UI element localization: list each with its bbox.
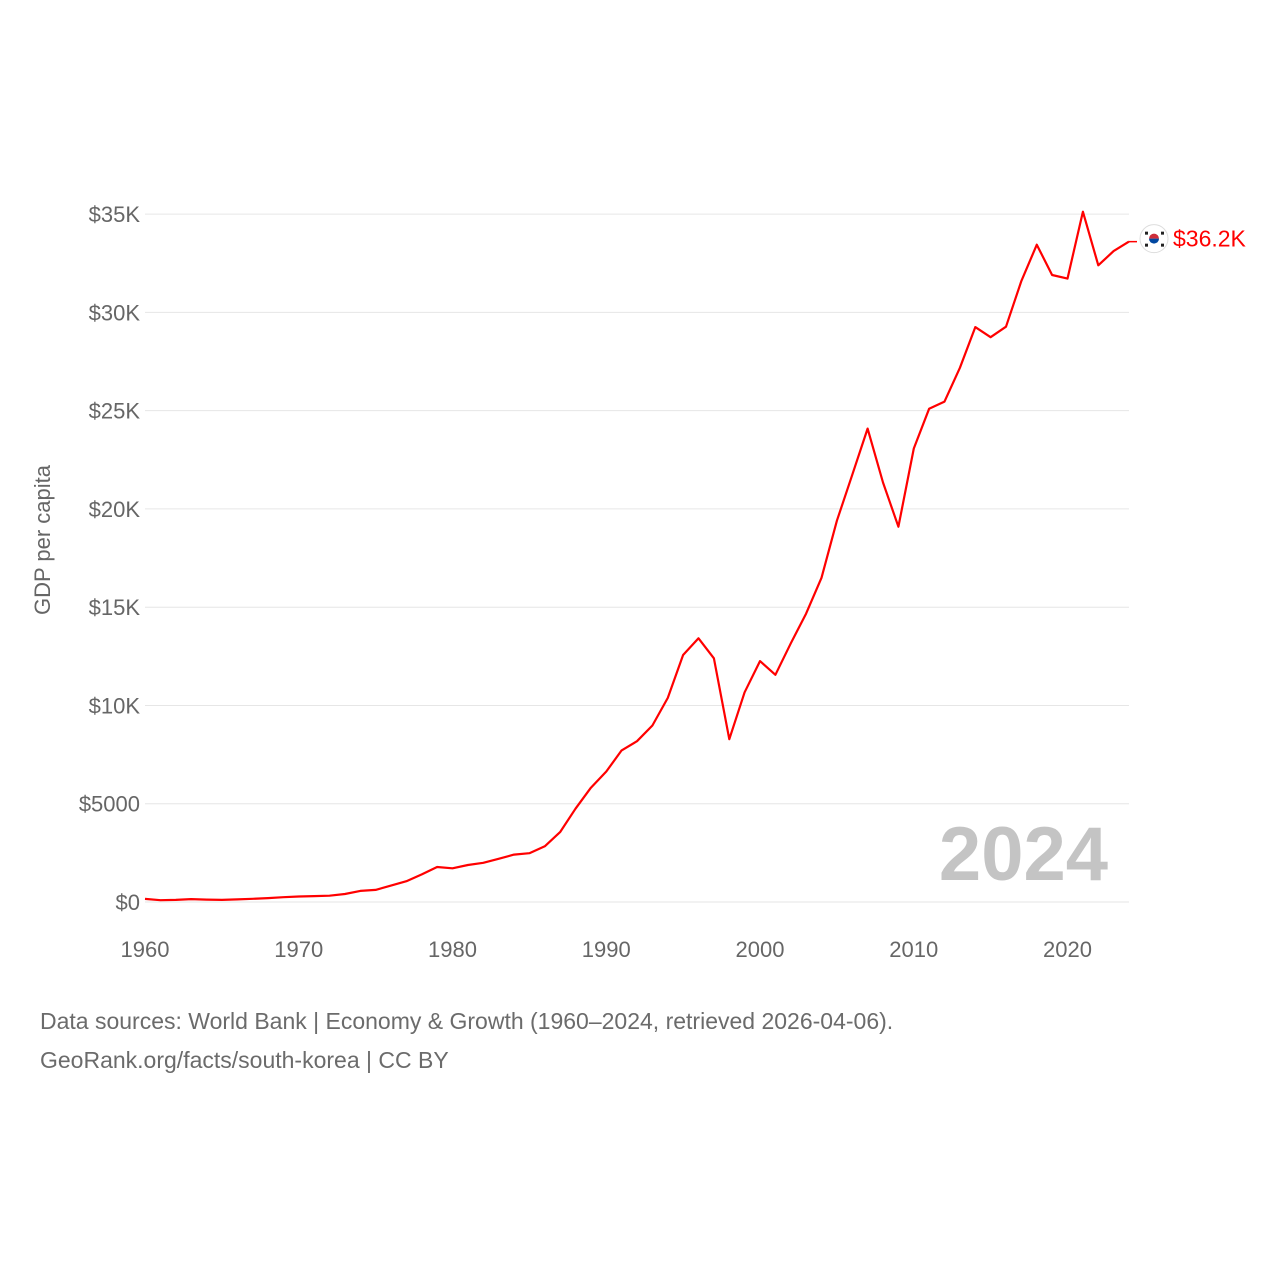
south-korea-flag-icon (1139, 224, 1169, 254)
end-label-group: $36.2K (1129, 224, 1247, 254)
source-link-text[interactable]: GeoRank.org/facts/south-korea | CC BY (40, 1047, 449, 1073)
y-tick-label: $20K (89, 497, 141, 522)
series-layer (144, 210, 1130, 902)
y-tick-label: $25K (89, 399, 141, 424)
x-tick-label: 2020 (1043, 937, 1092, 962)
x-tick-label: 1970 (274, 937, 323, 962)
gridlines (145, 213, 1129, 903)
data-sources-text: Data sources: World Bank | Economy & Gro… (40, 1008, 894, 1034)
y-axis-title: GDP per capita (30, 464, 55, 615)
y-tick-label: $0 (116, 890, 140, 915)
x-tick-label: 1980 (428, 937, 477, 962)
y-tick-label: $30K (89, 300, 141, 325)
y-tick-label: $5000 (79, 792, 140, 817)
x-tick-label: 2000 (736, 937, 785, 962)
y-tick-label: $35K (89, 202, 141, 227)
x-tick-label: 1990 (582, 937, 631, 962)
y-tick-label: $15K (89, 595, 141, 620)
year-watermark: 2024 (939, 812, 1108, 897)
footer: Data sources: World Bank | Economy & Gro… (40, 1002, 893, 1080)
y-tick-label: $10K (89, 693, 141, 718)
x-axis-ticks: 1960 1970 1980 1990 2000 2010 2020 (121, 937, 1092, 962)
x-tick-label: 1960 (121, 937, 170, 962)
series-line-south-korea (144, 210, 1130, 902)
x-tick-label: 2010 (889, 937, 938, 962)
y-axis-ticks: $0 $5000 $10K $15K $20K $25K $30K $35K (79, 202, 141, 915)
end-value-label: $36.2K (1173, 226, 1247, 252)
